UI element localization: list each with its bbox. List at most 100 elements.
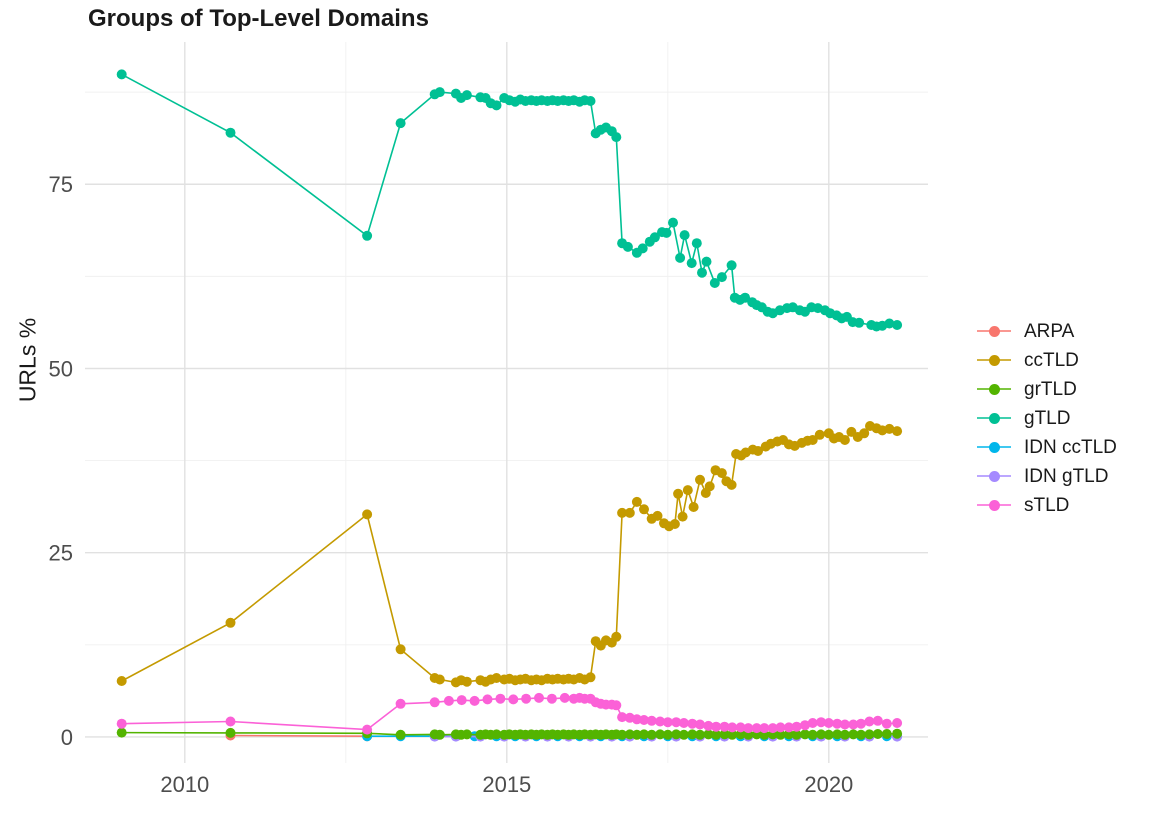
- point-stld: [839, 719, 850, 730]
- point-gtld: [892, 320, 903, 330]
- point-cctld: [814, 429, 825, 440]
- x-tick-label: 2010: [160, 772, 209, 797]
- series-line-cctld: [121, 425, 898, 684]
- point-grtld: [711, 729, 722, 740]
- point-stld: [456, 695, 467, 706]
- point-stld: [711, 721, 722, 732]
- point-gtld: [362, 230, 373, 241]
- legend-item-grtld: grTLD: [977, 378, 1117, 400]
- point-cctld: [585, 672, 596, 683]
- point-gtld: [716, 272, 727, 283]
- point-grtld: [703, 729, 714, 740]
- legend-item-cctld: ccTLD: [977, 349, 1117, 371]
- point-grtld: [491, 729, 502, 740]
- point-cctld: [491, 673, 502, 683]
- point-gtld: [116, 69, 127, 80]
- point-stld: [759, 723, 770, 734]
- x-tick-label: 2020: [804, 772, 853, 797]
- point-grtld: [856, 729, 866, 740]
- point-stld: [469, 695, 480, 706]
- point-grtld: [225, 727, 236, 738]
- point-grtld: [775, 729, 786, 740]
- point-stld: [719, 721, 730, 732]
- point-stld: [395, 698, 406, 709]
- point-cctld: [839, 435, 850, 445]
- legend-key-dot: [988, 412, 1000, 424]
- point-stld: [807, 718, 818, 728]
- point-grtld: [116, 727, 127, 738]
- point-grtld: [864, 729, 875, 740]
- legend-key-stld: [977, 494, 1011, 516]
- point-cctld: [225, 617, 236, 628]
- legend-key-gtld: [977, 407, 1011, 429]
- point-grtld: [719, 729, 730, 740]
- legend-key-dot: [988, 470, 1000, 482]
- point-stld: [848, 719, 859, 730]
- point-grtld: [783, 729, 794, 740]
- point-grtld: [662, 729, 673, 740]
- point-stld: [832, 718, 843, 729]
- legend: ARPA ccTLD grTLD gTLD IDN ccTLD IDN gTLD sTLD: [977, 320, 1117, 523]
- point-grtld: [735, 729, 746, 740]
- point-gtld: [740, 292, 751, 303]
- legend-key-dot: [988, 441, 1000, 453]
- point-stld: [508, 694, 519, 705]
- point-cctld: [461, 676, 472, 687]
- point-stld: [639, 715, 649, 725]
- point-gtld: [697, 267, 707, 278]
- point-grtld: [727, 729, 738, 740]
- point-stld: [646, 715, 657, 726]
- y-tick-label: 25: [49, 541, 73, 566]
- point-stld: [783, 722, 794, 733]
- point-grtld: [395, 729, 406, 740]
- point-cctld: [395, 644, 406, 655]
- point-stld: [687, 718, 698, 729]
- point-cctld: [726, 479, 737, 490]
- point-grtld: [791, 729, 802, 740]
- point-cctld: [116, 676, 127, 686]
- point-cctld: [673, 488, 684, 499]
- point-stld: [695, 719, 705, 730]
- point-grtld: [434, 729, 445, 740]
- chart-title: Groups of Top-Level Domains: [88, 5, 429, 32]
- point-gtld: [622, 241, 633, 252]
- point-stld: [823, 718, 834, 728]
- point-gtld: [434, 87, 445, 98]
- legend-item-gtld: gTLD: [977, 407, 1117, 429]
- point-grtld: [807, 729, 818, 740]
- point-stld: [521, 693, 532, 704]
- point-stld: [546, 693, 557, 704]
- legend-label-arpa: ARPA: [1024, 320, 1075, 342]
- point-cctld: [631, 496, 642, 507]
- point-grtld: [617, 729, 628, 740]
- legend-key-grtld: [977, 378, 1011, 400]
- y-tick-label: 75: [49, 172, 73, 197]
- legend-label-idn-gtld: IDN gTLD: [1024, 465, 1109, 487]
- legend-item-idn-gtld: IDN gTLD: [977, 465, 1117, 487]
- legend-label-stld: sTLD: [1024, 494, 1070, 516]
- point-stld: [816, 717, 827, 728]
- point-cctld: [682, 485, 693, 496]
- legend-key-cctld: [977, 349, 1011, 371]
- point-stld: [856, 718, 866, 729]
- point-stld: [225, 716, 236, 727]
- point-grtld: [646, 729, 657, 740]
- x-tick-label: 2015: [482, 772, 531, 797]
- legend-key-idn-cctld: [977, 436, 1011, 458]
- point-stld: [791, 721, 802, 732]
- point-gtld: [854, 317, 865, 328]
- point-cctld: [704, 481, 715, 492]
- point-grtld: [816, 729, 827, 740]
- point-grtld: [695, 729, 705, 740]
- point-stld: [767, 723, 778, 734]
- point-stld: [864, 716, 875, 727]
- point-grtld: [624, 729, 635, 740]
- point-gtld: [461, 90, 472, 101]
- y-tick-label: 50: [49, 356, 73, 381]
- point-stld: [534, 692, 544, 703]
- legend-label-gtld: gTLD: [1024, 407, 1071, 429]
- point-stld: [662, 717, 673, 728]
- point-cctld: [669, 519, 680, 529]
- point-grtld: [881, 729, 892, 739]
- point-gtld: [726, 260, 737, 271]
